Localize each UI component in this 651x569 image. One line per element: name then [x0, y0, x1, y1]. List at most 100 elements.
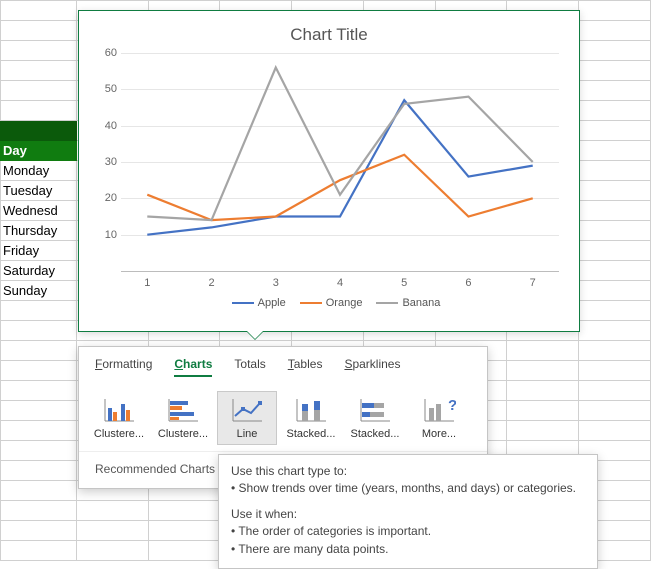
- cell[interactable]: [76, 501, 148, 521]
- qa-item-label: Stacked...: [346, 428, 404, 440]
- cell[interactable]: [579, 261, 651, 281]
- y-axis-label: 50: [95, 83, 117, 95]
- cell[interactable]: [507, 421, 579, 441]
- cell[interactable]: [1, 361, 77, 381]
- y-axis-label: 30: [95, 156, 117, 168]
- cell[interactable]: [1, 501, 77, 521]
- cell[interactable]: [148, 501, 220, 521]
- column-header-day[interactable]: Day: [1, 141, 77, 161]
- cell[interactable]: [1, 421, 77, 441]
- chart-preview-panel: Chart Title 6050403020101234567 AppleOra…: [78, 10, 580, 332]
- svg-text:?: ?: [448, 397, 456, 414]
- cell[interactable]: [579, 401, 651, 421]
- cell[interactable]: [1, 381, 77, 401]
- x-axis-label: 2: [208, 277, 214, 289]
- clustered-bar-icon: [166, 396, 200, 424]
- legend-label: Orange: [326, 297, 363, 309]
- qa-chart-option-clustered-bar[interactable]: Clustere...: [153, 391, 213, 445]
- cell[interactable]: [76, 521, 148, 541]
- cell[interactable]: [579, 41, 651, 61]
- cell[interactable]: [579, 101, 651, 121]
- day-cell[interactable]: Monday: [1, 161, 77, 181]
- line-icon: [230, 396, 264, 424]
- tooltip-intro: Use this chart type to:: [231, 463, 585, 480]
- cell[interactable]: [579, 181, 651, 201]
- cell[interactable]: [1, 301, 77, 321]
- cell[interactable]: [579, 121, 651, 141]
- cell[interactable]: [579, 241, 651, 261]
- cell[interactable]: [579, 201, 651, 221]
- chart-panel-pointer: [246, 331, 264, 340]
- qa-chart-option-stacked-bar[interactable]: Stacked...: [345, 391, 405, 445]
- day-cell[interactable]: Sunday: [1, 281, 77, 301]
- cell[interactable]: [76, 541, 148, 561]
- x-axis-label: 1: [144, 277, 150, 289]
- cell[interactable]: [579, 21, 651, 41]
- cell[interactable]: [507, 361, 579, 381]
- tooltip-bullet: • Show trends over time (years, months, …: [231, 480, 585, 497]
- cell[interactable]: [579, 221, 651, 241]
- cell[interactable]: [1, 1, 77, 21]
- day-cell[interactable]: Friday: [1, 241, 77, 261]
- cell[interactable]: [579, 321, 651, 341]
- cell[interactable]: [1, 521, 77, 541]
- cell[interactable]: [507, 341, 579, 361]
- cell[interactable]: [1, 21, 77, 41]
- stacked-bar-icon: [358, 396, 392, 424]
- cell[interactable]: [579, 421, 651, 441]
- cell[interactable]: [148, 541, 220, 561]
- cell[interactable]: [1, 101, 77, 121]
- cell[interactable]: [1, 81, 77, 101]
- qa-chart-option-stacked-column[interactable]: Stacked...: [281, 391, 341, 445]
- legend-swatch: [376, 302, 398, 304]
- cell[interactable]: [1, 461, 77, 481]
- day-cell[interactable]: Tuesday: [1, 181, 77, 201]
- cell[interactable]: [579, 141, 651, 161]
- clustered-column-icon: [102, 396, 136, 424]
- cell[interactable]: [1, 61, 77, 81]
- qa-tab-formatting[interactable]: Formatting: [95, 357, 152, 377]
- qa-tab-totals[interactable]: Totals: [234, 357, 265, 377]
- tooltip-when: Use it when:: [231, 506, 585, 523]
- qa-item-label: Line: [218, 428, 276, 440]
- cell[interactable]: [579, 1, 651, 21]
- cell[interactable]: [1, 401, 77, 421]
- cell[interactable]: [1, 341, 77, 361]
- cell[interactable]: [579, 61, 651, 81]
- x-axis-label: 7: [530, 277, 536, 289]
- x-axis-label: 4: [337, 277, 343, 289]
- day-cell[interactable]: Wednesd: [1, 201, 77, 221]
- quick-analysis-tabs: Formatting Charts Totals Tables Sparklines: [79, 347, 487, 383]
- cell[interactable]: [1, 41, 77, 61]
- y-axis-label: 20: [95, 192, 117, 204]
- qa-chart-option-clustered-column[interactable]: Clustere...: [89, 391, 149, 445]
- qa-tab-tables[interactable]: Tables: [288, 357, 323, 377]
- qa-item-label: Clustere...: [154, 428, 212, 440]
- qa-chart-option-more[interactable]: ? More...: [409, 391, 469, 445]
- legend-swatch: [232, 302, 254, 304]
- day-cell[interactable]: Saturday: [1, 261, 77, 281]
- cell[interactable]: [507, 381, 579, 401]
- cell[interactable]: [579, 361, 651, 381]
- cell[interactable]: [579, 381, 651, 401]
- cell[interactable]: [579, 81, 651, 101]
- day-cell[interactable]: Thursday: [1, 221, 77, 241]
- cell[interactable]: [579, 161, 651, 181]
- series-line-orange: [147, 155, 532, 220]
- cell[interactable]: [579, 281, 651, 301]
- qa-chart-option-line[interactable]: Line: [217, 391, 277, 445]
- legend-swatch: [300, 302, 322, 304]
- cell[interactable]: [1, 121, 77, 141]
- cell[interactable]: [1, 321, 77, 341]
- cell[interactable]: [579, 301, 651, 321]
- more-icon: ?: [422, 396, 456, 424]
- cell[interactable]: [507, 401, 579, 421]
- cell[interactable]: [579, 341, 651, 361]
- cell[interactable]: [148, 521, 220, 541]
- qa-item-label: More...: [410, 428, 468, 440]
- qa-tab-sparklines[interactable]: Sparklines: [344, 357, 400, 377]
- qa-tab-charts[interactable]: Charts: [174, 357, 212, 377]
- cell[interactable]: [1, 481, 77, 501]
- cell[interactable]: [1, 441, 77, 461]
- cell[interactable]: [1, 541, 77, 561]
